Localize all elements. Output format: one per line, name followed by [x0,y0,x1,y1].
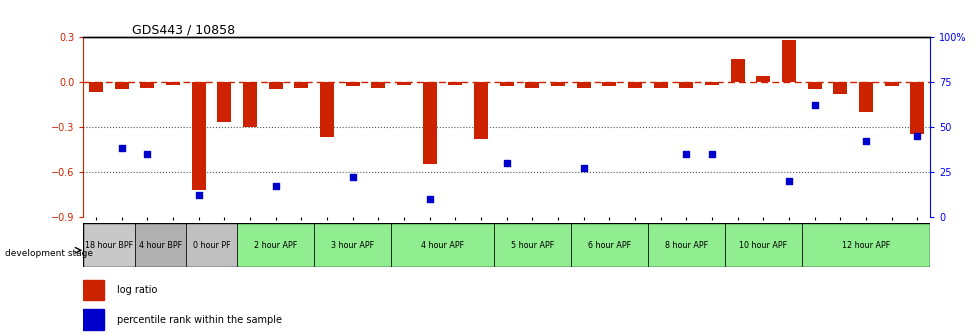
Bar [114,82,129,89]
Bar [755,76,770,82]
Bar [83,223,134,267]
Bar [679,82,692,88]
Bar [910,82,923,134]
Bar [314,223,391,267]
Bar [448,82,462,85]
Point [575,166,591,171]
Bar [781,40,795,82]
Text: 12 hour APF: 12 hour APF [841,241,889,250]
Point [703,151,719,157]
Bar [525,82,539,88]
Text: 18 hour BPF: 18 hour BPF [85,241,133,250]
Bar [807,82,821,89]
Text: 6 hour APF: 6 hour APF [587,241,630,250]
Text: 4 hour APF: 4 hour APF [421,241,464,250]
Bar [396,82,411,85]
Bar [570,223,647,267]
Point [344,174,360,180]
Bar [422,82,436,164]
Bar [883,82,898,86]
Bar [320,82,333,137]
Text: 3 hour APF: 3 hour APF [331,241,374,250]
Point [140,151,156,157]
Bar [237,223,314,267]
Bar [134,223,186,267]
Point [806,102,822,108]
Text: log ratio: log ratio [117,285,157,295]
Bar [186,223,237,267]
Bar [576,82,590,88]
Bar [653,82,667,88]
Point [422,196,437,201]
Bar [473,82,487,139]
Bar [268,82,283,89]
Point [857,138,872,144]
Text: 5 hour APF: 5 hour APF [511,241,554,250]
Bar [345,82,359,86]
Point [780,178,796,183]
Text: 8 hour APF: 8 hour APF [664,241,707,250]
Bar [551,82,564,86]
Point [268,183,284,189]
Text: 2 hour APF: 2 hour APF [254,241,297,250]
Bar [89,82,103,92]
Bar [83,280,105,300]
Bar [801,223,929,267]
Bar [192,82,205,190]
Bar [858,82,872,112]
Bar [140,82,155,88]
Bar [704,82,718,85]
Bar [499,82,513,86]
Point [678,151,693,157]
Point [113,146,129,151]
Bar [166,82,180,85]
Bar [724,223,801,267]
Bar [493,223,570,267]
Bar [391,223,493,267]
Bar [371,82,385,88]
Text: 10 hour APF: 10 hour APF [738,241,786,250]
Point [909,133,924,138]
Point [498,160,513,165]
Bar [601,82,616,86]
Text: percentile rank within the sample: percentile rank within the sample [117,315,282,325]
Bar [647,223,724,267]
Bar [243,82,257,127]
Bar [832,82,846,94]
Bar [730,59,744,82]
Text: 0 hour PF: 0 hour PF [193,241,230,250]
Text: GDS443 / 10858: GDS443 / 10858 [132,24,235,37]
Text: 4 hour BPF: 4 hour BPF [139,241,182,250]
Bar [83,309,105,330]
Text: development stage: development stage [5,249,93,258]
Bar [627,82,642,88]
Point [191,193,206,198]
Bar [294,82,308,88]
Bar [217,82,231,122]
